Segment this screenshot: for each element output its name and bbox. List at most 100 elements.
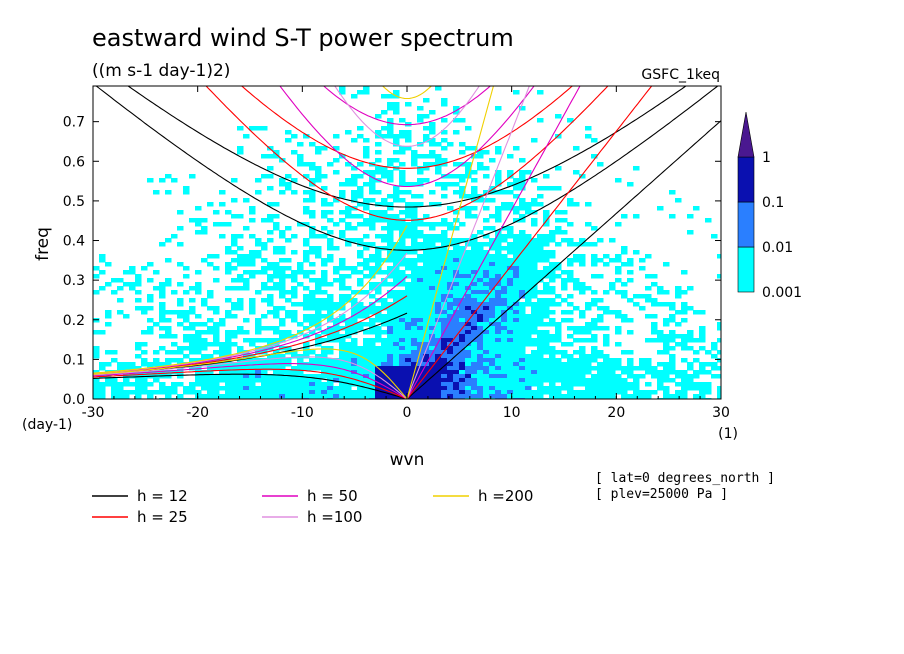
spectrum-cell xyxy=(567,242,574,247)
spectrum-cell xyxy=(681,370,688,375)
spectrum-cell xyxy=(717,390,721,395)
spectrum-cell xyxy=(117,286,124,291)
spectrum-cell xyxy=(111,278,118,283)
spectrum-cell xyxy=(201,346,208,351)
spectrum-cell xyxy=(381,370,388,375)
spectrum-cell xyxy=(603,390,610,395)
spectrum-cell xyxy=(99,382,106,387)
spectrum-cell xyxy=(429,282,436,287)
spectrum-cell xyxy=(393,198,400,203)
spectrum-cell xyxy=(345,294,352,299)
spectrum-cell xyxy=(315,170,322,175)
spectrum-cell xyxy=(333,334,340,339)
spectrum-cell xyxy=(519,270,526,275)
spectrum-cell xyxy=(231,382,238,387)
spectrum-cell xyxy=(393,294,400,299)
spectrum-cell xyxy=(531,382,538,387)
spectrum-cell xyxy=(507,154,514,159)
spectrum-cell xyxy=(525,374,532,379)
spectrum-cell xyxy=(495,218,502,223)
spectrum-cell xyxy=(495,382,502,387)
spectrum-cell xyxy=(417,222,424,227)
spectrum-cell xyxy=(489,186,496,191)
spectrum-cell xyxy=(303,374,310,379)
spectrum-cell xyxy=(333,378,340,383)
spectrum-cell xyxy=(483,258,490,263)
spectrum-cell xyxy=(531,314,538,319)
spectrum-cell xyxy=(579,374,586,379)
spectrum-cell xyxy=(345,322,352,327)
spectrum-cell xyxy=(357,382,364,387)
spectrum-cell xyxy=(627,386,634,391)
spectrum-cell xyxy=(189,366,196,371)
spectrum-cell xyxy=(189,174,196,179)
spectrum-cell xyxy=(201,370,208,375)
spectrum-cell xyxy=(399,238,406,243)
spectrum-cell xyxy=(717,386,721,391)
spectrum-cell xyxy=(435,326,442,331)
spectrum-cell xyxy=(471,318,478,323)
spectrum-cell xyxy=(525,354,532,359)
spectrum-cell xyxy=(507,370,514,375)
spectrum-cell xyxy=(123,270,130,275)
spectrum-cell xyxy=(627,394,634,399)
spectrum-cell xyxy=(453,238,460,243)
spectrum-cell xyxy=(267,154,274,159)
spectrum-cell xyxy=(477,370,484,375)
spectrum-cell xyxy=(105,314,112,319)
spectrum-cell xyxy=(369,190,376,195)
spectrum-cell xyxy=(189,358,196,363)
spectrum-cell xyxy=(663,334,670,339)
spectrum-cell xyxy=(273,374,280,379)
spectrum-cell xyxy=(345,274,352,279)
spectrum-cell xyxy=(387,218,394,223)
spectrum-cell xyxy=(99,366,106,371)
spectrum-cell xyxy=(525,262,532,267)
spectrum-cell xyxy=(387,254,394,259)
spectrum-cell xyxy=(351,366,358,371)
spectrum-cell xyxy=(303,302,310,307)
spectrum-cell xyxy=(435,142,442,147)
spectrum-cell xyxy=(135,394,142,399)
spectrum-cell xyxy=(393,134,400,139)
spectrum-cell xyxy=(489,214,496,219)
spectrum-cell xyxy=(537,338,544,343)
spectrum-cell xyxy=(483,370,490,375)
spectrum-cell xyxy=(699,330,706,335)
spectrum-cell xyxy=(441,354,448,359)
spectrum-cell xyxy=(687,306,694,311)
spectrum-cell xyxy=(531,138,538,143)
spectrum-cell xyxy=(177,394,184,399)
spectrum-cell xyxy=(267,302,274,307)
spectrum-cell xyxy=(411,302,418,307)
spectrum-cell xyxy=(405,374,412,379)
spectrum-cell xyxy=(675,286,682,291)
spectrum-cell xyxy=(303,190,310,195)
spectrum-cell xyxy=(105,282,112,287)
spectrum-cell xyxy=(501,318,508,323)
spectrum-cell xyxy=(375,370,382,375)
spectrum-cell xyxy=(333,370,340,375)
spectrum-cell xyxy=(495,362,502,367)
spectrum-cell xyxy=(135,378,142,383)
spectrum-cell xyxy=(501,238,508,243)
spectrum-cell xyxy=(447,142,454,147)
spectrum-cell xyxy=(225,370,232,375)
spectrum-cell xyxy=(189,382,196,387)
spectrum-cell xyxy=(393,158,400,163)
spectrum-cell xyxy=(411,214,418,219)
spectrum-cell xyxy=(453,290,460,295)
spectrum-cell xyxy=(453,258,460,263)
spectrum-cell xyxy=(615,290,622,295)
spectrum-cell xyxy=(591,346,598,351)
spectrum-cell xyxy=(261,154,268,159)
spectrum-cell xyxy=(453,278,460,283)
spectrum-cell xyxy=(237,394,244,399)
spectrum-cell xyxy=(489,254,496,259)
spectrum-cell xyxy=(399,382,406,387)
spectrum-cell xyxy=(177,346,184,351)
spectrum-cell xyxy=(519,258,526,263)
spectrum-cell xyxy=(237,246,244,251)
spectrum-cell xyxy=(471,358,478,363)
spectrum-cell xyxy=(345,222,352,227)
